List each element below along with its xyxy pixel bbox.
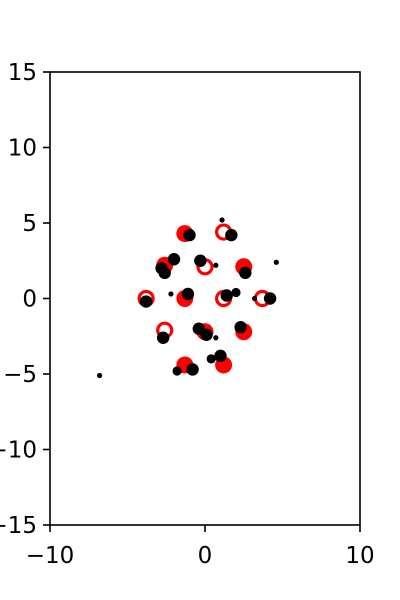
plot-background [50,72,360,525]
data-point-filled-circle-medium-1 [206,354,216,364]
data-point-filled-circle-large-5 [194,254,207,267]
data-point-filled-circle-large-8 [181,287,195,301]
data-point-filled-circle-small-3 [168,291,174,297]
data-point-filled-circle-small-0 [219,217,225,223]
data-point-filled-circle-small-5 [252,295,258,302]
data-point-filled-circle-medium-2 [172,366,182,376]
data-point-filled-circle-large-6 [239,266,252,280]
data-point-filled-circle-large-16 [186,363,199,376]
y-tick-label: −5 [3,362,37,388]
data-point-filled-circle-large-1 [225,228,238,242]
data-point-filled-circle-large-0 [183,228,196,242]
data-point-filled-circle-large-14 [156,331,170,344]
y-axis-ticks: −15 −10 −5 0 5 10 15 [0,60,50,539]
y-tick-label: 10 [8,136,37,162]
x-tick-label: −10 [26,543,75,569]
x-axis-ticks: −10 0 10 [26,525,375,569]
data-point-filled-circle-large-13 [234,320,247,334]
data-point-filled-circle-large-7 [139,295,153,308]
data-point-filled-circle-large-15 [214,349,227,363]
data-point-filled-circle-small-4 [213,335,219,341]
y-tick-label: 5 [22,211,37,237]
data-point-filled-circle-small-6 [97,372,103,379]
y-tick-label: 0 [22,287,37,313]
data-point-filled-circle-small-1 [273,259,279,265]
data-point-filled-circle-small-2 [213,262,219,268]
data-point-filled-circle-large-4 [167,253,181,266]
x-tick-label: 10 [345,543,374,569]
x-tick-label: 0 [198,543,213,569]
y-tick-label: 15 [8,60,37,86]
y-tick-label: −10 [0,438,37,464]
y-tick-label: −15 [0,513,37,539]
plot-area [50,72,360,525]
data-point-filled-circle-large-12 [200,328,213,341]
data-point-filled-circle-large-9 [220,289,233,302]
data-point-filled-circle-large-10 [263,292,277,305]
data-markers [97,217,279,379]
data-point-filled-circle-medium-0 [231,287,241,298]
data-point-filled-circle-large-3 [158,266,171,280]
